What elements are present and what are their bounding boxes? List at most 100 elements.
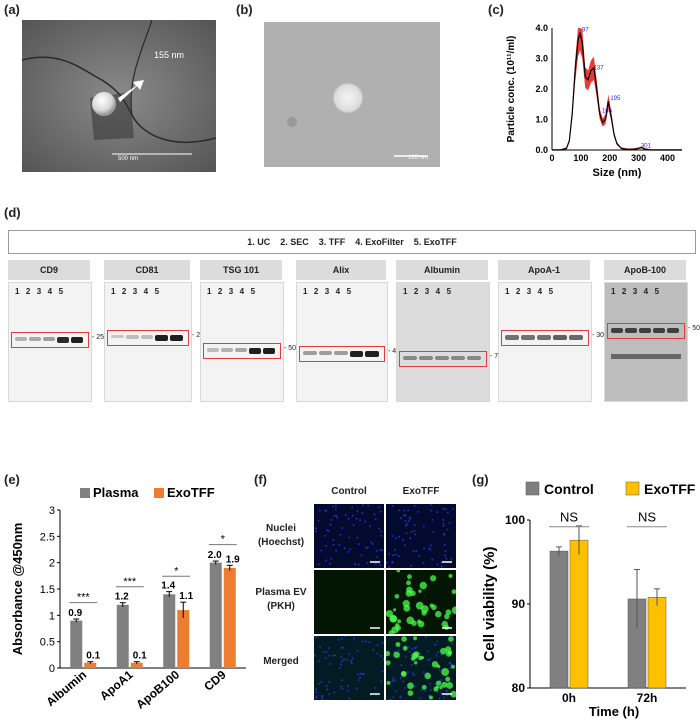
nucleus	[423, 547, 426, 550]
nucleus	[351, 506, 354, 509]
fluor-image-r1-c1	[314, 504, 384, 568]
nucleus	[343, 547, 346, 550]
nucleus	[391, 560, 394, 563]
ev-signal	[446, 682, 453, 689]
panel-label-f: (f)	[254, 472, 267, 487]
tem-image	[264, 22, 440, 167]
ev-signal	[396, 570, 401, 573]
nucleus	[361, 512, 364, 515]
nucleus	[426, 650, 429, 653]
nucleus	[340, 646, 343, 649]
nucleus	[366, 561, 369, 564]
blot-band	[639, 328, 651, 334]
ev-signal	[421, 684, 427, 690]
nucleus	[412, 550, 415, 553]
nucleus	[382, 658, 384, 661]
nucleus	[391, 504, 394, 507]
nucleus	[327, 646, 330, 649]
nucleus	[346, 658, 349, 661]
nucleus	[379, 654, 382, 657]
nucleus	[348, 697, 351, 700]
ev-signal	[448, 636, 454, 642]
nucleus	[333, 514, 336, 517]
nucleus	[315, 695, 318, 698]
fluor-image-canvas	[386, 504, 456, 568]
nucleus	[377, 506, 380, 509]
ev-signal	[439, 685, 443, 690]
ev-signal	[407, 690, 414, 696]
y-tick-label: 80	[512, 681, 526, 695]
fluor-image-r3-c1	[314, 636, 384, 700]
nucleus	[408, 517, 411, 520]
nucleus	[435, 654, 438, 657]
ev-signal	[394, 594, 400, 599]
blot-band	[611, 328, 623, 334]
blot-membrane: 1 2 3 4 5	[104, 282, 192, 402]
nucleus	[402, 680, 405, 683]
methods-legend-box: 1. UC 2. SEC 3. TFF 4. ExoFilter 5. ExoT…	[8, 230, 696, 254]
nucleus	[398, 535, 401, 538]
nucleus	[361, 640, 364, 643]
blot-band	[537, 335, 551, 340]
ev-signal	[393, 651, 400, 659]
nucleus	[332, 543, 335, 546]
nucleus	[395, 690, 398, 693]
nucleus	[429, 504, 432, 507]
nucleus	[438, 668, 441, 671]
ev-signal	[397, 619, 402, 624]
nucleus	[412, 672, 415, 675]
blot-band	[155, 335, 169, 341]
nucleus	[376, 652, 379, 655]
nucleus	[341, 679, 344, 682]
nucleus	[357, 673, 360, 676]
fluor-image-canvas	[386, 636, 456, 700]
data-label: 0.1	[133, 651, 147, 662]
ev-signal	[450, 690, 456, 698]
nucleus	[325, 509, 328, 512]
nucleus	[334, 504, 337, 507]
nucleus	[434, 643, 437, 646]
nucleus	[353, 637, 356, 640]
nucleus	[404, 686, 407, 689]
nucleus	[413, 530, 416, 533]
nucleus	[350, 661, 353, 664]
peak-label: 301	[641, 143, 652, 149]
nucleus	[332, 505, 335, 508]
nucleus	[347, 684, 350, 687]
blot-band	[263, 348, 275, 354]
nucleus	[419, 697, 422, 700]
nucleus	[361, 672, 364, 675]
bar	[569, 539, 589, 689]
nucleus	[318, 509, 321, 512]
nucleus	[361, 504, 364, 507]
nucleus	[394, 536, 397, 539]
nucleus	[443, 543, 446, 546]
nucleus	[372, 648, 375, 651]
nucleus	[366, 546, 369, 549]
nucleus	[344, 514, 347, 517]
nucleus	[381, 670, 384, 673]
nucleus	[340, 663, 343, 666]
mean-line	[552, 32, 682, 151]
blot-band	[221, 348, 233, 352]
bar	[116, 604, 129, 668]
nucleus	[397, 649, 400, 652]
nucleus	[357, 543, 360, 546]
nucleus	[444, 554, 447, 557]
nucleus	[380, 530, 383, 533]
ev-signal	[388, 630, 395, 634]
sem-image	[22, 20, 216, 172]
nucleus	[404, 524, 407, 527]
nucleus	[341, 526, 344, 529]
nucleus	[410, 663, 413, 666]
legend-swatch	[154, 488, 164, 498]
bar	[130, 662, 143, 668]
ev-signal	[451, 664, 455, 669]
nucleus	[315, 697, 318, 700]
nucleus	[399, 677, 402, 680]
nucleus	[376, 555, 379, 558]
category-label: 0h	[562, 691, 576, 705]
nucleus	[321, 695, 324, 698]
significance-label: *	[174, 565, 179, 577]
